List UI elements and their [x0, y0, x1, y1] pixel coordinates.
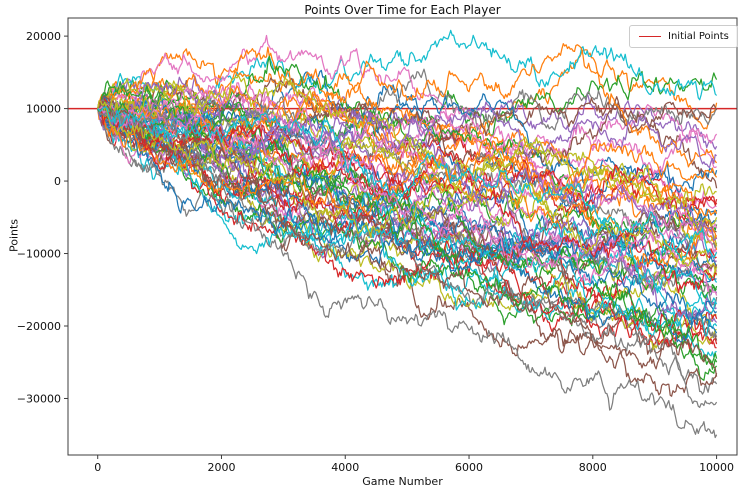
player-line	[97, 106, 718, 262]
player-line	[97, 48, 718, 251]
y-tick-label: −20000	[17, 320, 61, 333]
player-line	[97, 85, 718, 381]
chart-title: Points Over Time for Each Player	[304, 3, 501, 17]
y-axis-label: Points	[7, 218, 21, 253]
legend-label: Initial Points	[668, 31, 729, 42]
player-line	[97, 101, 717, 178]
x-tick-label: 6000	[455, 461, 483, 474]
player-line	[97, 103, 717, 209]
player-line	[97, 100, 718, 273]
x-tick-label: 8000	[579, 461, 607, 474]
player-line	[97, 108, 718, 409]
x-tick-label: 2000	[207, 461, 235, 474]
legend-line-swatch	[639, 36, 661, 37]
player-line	[97, 101, 718, 377]
player-line	[97, 106, 718, 315]
player-line	[97, 82, 717, 205]
x-tick-label: 10000	[699, 461, 734, 474]
player-line	[97, 93, 718, 271]
player-line	[97, 74, 718, 234]
y-tick-label: −30000	[17, 392, 61, 405]
player-line	[97, 77, 718, 289]
legend: Initial Points	[629, 25, 738, 48]
x-axis-label: Game Number	[362, 475, 443, 488]
player-line	[97, 105, 718, 296]
player-line	[97, 105, 718, 284]
y-tick-label: −10000	[17, 247, 61, 260]
player-line	[97, 34, 717, 209]
x-tick-label: 4000	[331, 461, 359, 474]
player-line	[97, 108, 718, 216]
player-line	[97, 99, 718, 439]
axes-spines	[67, 17, 738, 456]
player-line	[97, 93, 718, 193]
x-tick-label: 0	[94, 461, 101, 474]
player-line	[97, 104, 717, 327]
player-line	[97, 105, 718, 241]
player-line	[97, 108, 718, 334]
y-tick-label: 0	[54, 175, 61, 188]
y-tick-label: 20000	[26, 30, 61, 43]
y-tick-label: 10000	[26, 102, 61, 115]
